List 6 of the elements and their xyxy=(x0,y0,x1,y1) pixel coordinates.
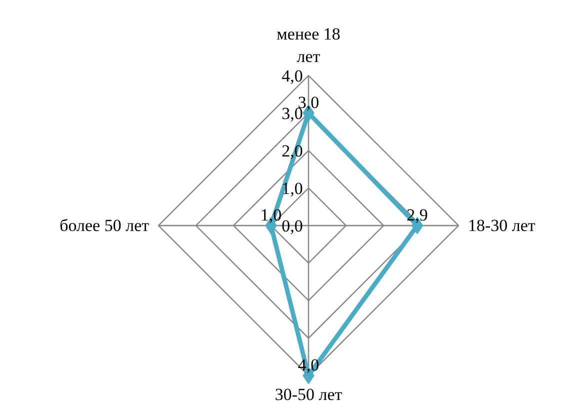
spoke-label: более 50 лет xyxy=(60,216,150,236)
spoke-label: 30-50 лет xyxy=(274,384,343,404)
spoke-label: менее 18 лет xyxy=(276,24,340,66)
y-tick-label: 0,0 xyxy=(282,216,303,236)
y-tick-label: 4,0 xyxy=(282,66,303,86)
spoke-label: 18-30 лет xyxy=(468,216,536,236)
